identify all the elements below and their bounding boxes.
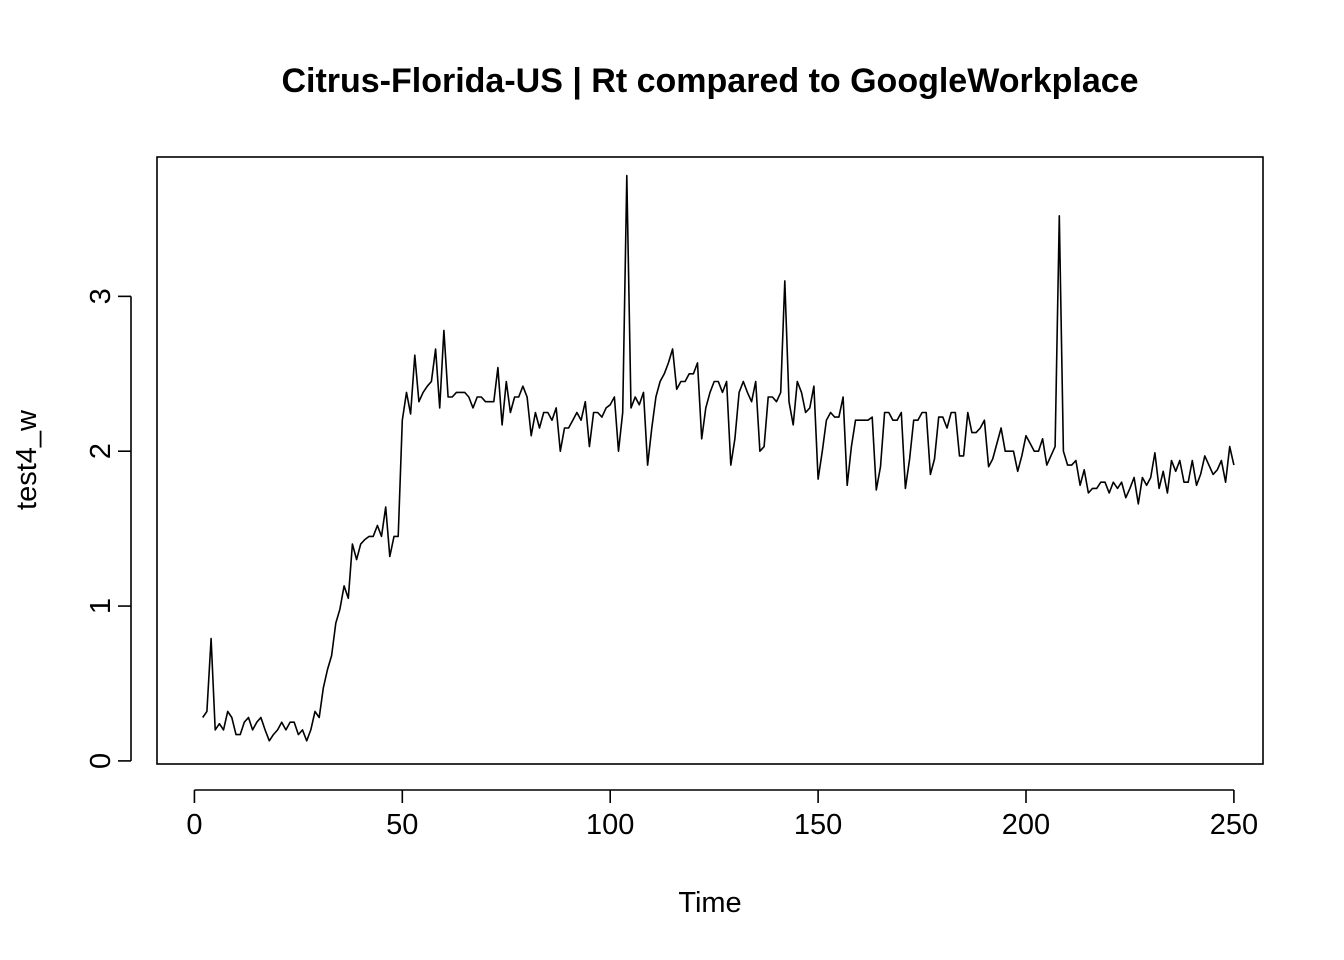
- y-axis: 0 1 2 3: [85, 288, 132, 769]
- y-tick-label: 3: [85, 288, 117, 304]
- plot-frame: [156, 156, 1264, 765]
- y-tick-label: 1: [85, 598, 117, 614]
- y-axis-label: test4_w: [11, 409, 43, 510]
- y-tick-label: 0: [85, 753, 117, 769]
- chart-title: Citrus-Florida-US | Rt compared to Googl…: [281, 62, 1138, 100]
- x-tick-label: 200: [1002, 809, 1050, 841]
- series-line-test4-w: [202, 174, 1235, 742]
- x-tick-label: 50: [386, 809, 418, 841]
- x-tick-label: 150: [794, 809, 842, 841]
- x-tick-label: 100: [586, 809, 634, 841]
- y-tick-label: 2: [85, 443, 117, 459]
- x-tick-label: 250: [1210, 809, 1258, 841]
- x-axis-label: Time: [678, 887, 741, 919]
- x-tick-label: 0: [186, 809, 202, 841]
- x-axis: 0 50 100 150 200 250: [186, 789, 1258, 841]
